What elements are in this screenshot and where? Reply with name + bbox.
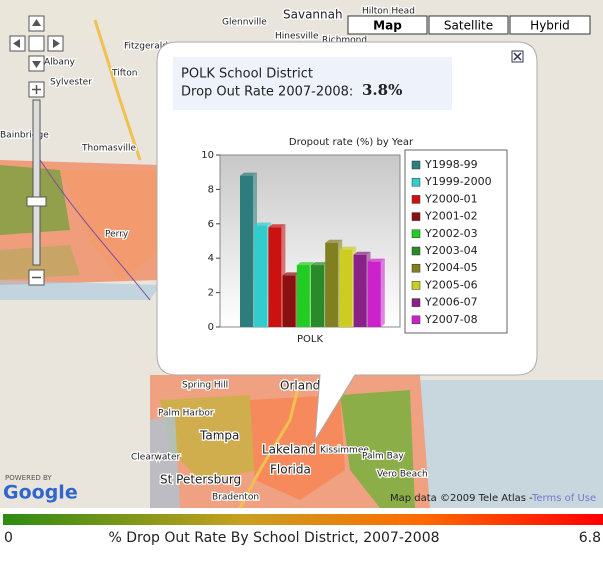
bar-top [254,222,272,226]
y-tick-label: 6 [208,219,214,230]
place-label: Fitzgerald [124,42,168,52]
place-label: Glennville [222,18,267,28]
place-label: Savannah [283,8,343,22]
map-type-label[interactable]: Satellite [444,19,493,33]
place-label: Tampa [199,429,239,443]
zoom-control [9,15,64,286]
bar [353,254,367,327]
place-label: Albany [44,58,76,68]
bar [311,265,324,327]
map-type-button[interactable] [428,15,509,35]
attribution: Map data ©2009 Tele Atlas - [390,493,533,504]
bar [240,175,253,327]
y-tick-label: 0 [208,322,214,333]
legend-label: Y1999-2000 [424,175,492,188]
legend-swatch [411,177,421,187]
place-label: Thomasville [81,144,137,154]
zoom-slider[interactable] [26,196,47,207]
bar-top [282,272,300,276]
bar-chart: Dropout rate (%) by Year 0 2 4 6 8 10 Y1998-99 Y… [201,137,491,345]
legend-swatch [411,298,421,307]
place-label: Perry [105,230,129,240]
place-label: Lakeland [262,443,316,457]
legend-swatch [411,281,421,290]
bar-top [296,262,314,266]
bar-top [353,251,371,255]
bar [296,265,310,327]
place-label: Sylvester [50,78,92,88]
place-label: St Petersburg [160,473,241,487]
bar [325,242,339,327]
zoom-track[interactable] [32,99,41,266]
map-type-button[interactable] [347,15,428,35]
legend-swatch [411,315,421,325]
bar [339,249,353,327]
bar-top [325,239,343,243]
legend-label: Y2004-05 [424,261,478,274]
district-name: POLK School District [181,67,313,82]
terms-link[interactable]: Terms of Use [531,493,596,504]
place-label: Hilton Head [362,7,415,17]
map-type-buttons: Map Satellite Hybrid [347,15,591,35]
y-tick-label: 4 [208,253,214,264]
legend-label: Y2005-06 [424,278,478,291]
bar-side [380,258,385,327]
bar-top [339,246,357,250]
rate-label: Drop Out Rate 2007-2008: [181,85,353,100]
bar-top [268,224,286,228]
color-scale [3,514,603,525]
map-type-label[interactable]: Map [373,19,402,33]
legend-label: Y2003-04 [424,244,478,257]
place-label: Spring Hill [182,381,228,391]
legend-swatch [411,263,421,273]
legend-label: Y2002-03 [424,227,478,240]
bar [367,261,381,327]
bar-top [311,262,328,266]
scale-min: 0 [4,530,13,546]
legend-swatch [411,246,421,256]
y-tick-label: 10 [201,150,214,161]
legend-swatch [411,195,421,204]
place-label: Clearwater [131,453,180,463]
legend-swatch [411,212,421,221]
bar-top [367,258,385,262]
place-label: Florida [270,463,311,477]
bar [254,225,268,327]
place-label: Palm Harbor [158,409,214,419]
place-label: Kissimmee [320,446,369,456]
powered-by: POWERED BY [5,474,52,482]
place-label: Palm Bay [362,452,404,462]
place-label: Tifton [111,69,137,79]
legend-label: Y2000-01 [424,192,478,205]
scale-max: 6.8 [579,530,601,546]
place-label: Bradenton [212,493,259,503]
x-tick-label: POLK [297,334,323,345]
scale-label: % Drop Out Rate By School District, 2007… [108,530,439,546]
legend-label: Y1998-99 [424,158,478,171]
bar [282,275,296,327]
pan-center[interactable] [28,35,45,52]
legend-label: Y2006-07 [424,296,478,309]
legend-swatch [411,229,421,239]
place-label: Orlando [280,379,328,393]
place-label: Hinesville [275,32,319,42]
y-tick-label: 2 [208,288,214,299]
google-logo: Google [3,482,78,504]
bar [268,227,282,327]
chart-title: Dropout rate (%) by Year [289,137,414,148]
legend-label: Y2007-08 [424,313,478,326]
legend-label: Y2001-02 [424,210,478,223]
y-tick-label: 8 [208,184,214,195]
map-type-button[interactable] [509,15,591,35]
bar-top [240,172,257,176]
place-label: Vero Beach [377,470,428,480]
map-type-label[interactable]: Hybrid [530,19,570,33]
place-label: Bainbridge [0,131,49,141]
rate-value: 3.8% [362,81,402,99]
legend-swatch [411,160,421,170]
